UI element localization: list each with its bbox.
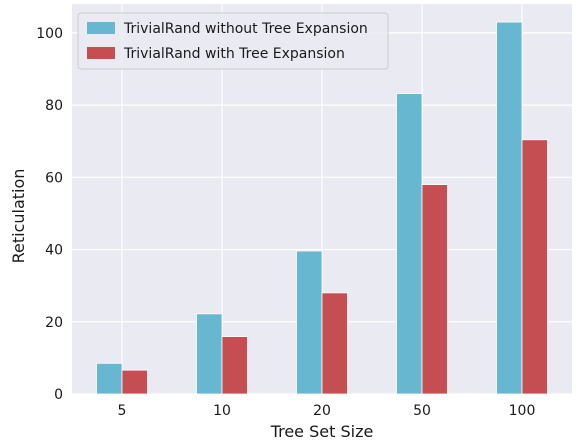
bar-with-expansion-50	[421, 184, 448, 395]
y-tick-label: 80	[45, 98, 63, 114]
bar-with-expansion-10	[221, 336, 248, 395]
legend-box	[77, 12, 389, 70]
bar-without-expansion-100	[496, 21, 523, 395]
bar-with-expansion-20	[321, 292, 348, 395]
bars	[96, 21, 548, 395]
y-tick-label: 0	[54, 387, 63, 403]
y-tick-label: 60	[45, 170, 63, 186]
legend-swatch-without-expansion	[87, 22, 115, 34]
bar-with-expansion-100	[521, 139, 548, 395]
x-tick-label: 50	[413, 403, 431, 419]
x-tick-label: 100	[509, 403, 536, 419]
x-tick-label: 10	[213, 403, 231, 419]
x-tick-label: 20	[313, 403, 331, 419]
legend-swatch-with-expansion	[87, 47, 115, 59]
y-tick-label: 40	[45, 243, 63, 259]
legend: TrivialRand without Tree Expansion Trivi…	[77, 12, 389, 70]
bar-without-expansion-5	[96, 362, 123, 395]
y-axis-label: Reticulation	[9, 169, 28, 264]
bar-without-expansion-10	[196, 313, 223, 395]
bar-with-expansion-5	[121, 369, 148, 395]
y-tick-label: 100	[36, 26, 63, 42]
bar-without-expansion-50	[396, 93, 423, 395]
y-tick-label: 20	[45, 315, 63, 331]
y-axis-ticks: 0 20 40 60 80 100	[36, 26, 63, 403]
x-axis-ticks: 5 10 20 50 100	[118, 403, 536, 419]
x-tick-label: 5	[118, 403, 127, 419]
legend-label-without-expansion: TrivialRand without Tree Expansion	[123, 21, 368, 37]
legend-label-with-expansion: TrivialRand with Tree Expansion	[123, 46, 345, 62]
x-axis-label: Tree Set Size	[270, 422, 374, 440]
bar-without-expansion-20	[296, 250, 323, 395]
